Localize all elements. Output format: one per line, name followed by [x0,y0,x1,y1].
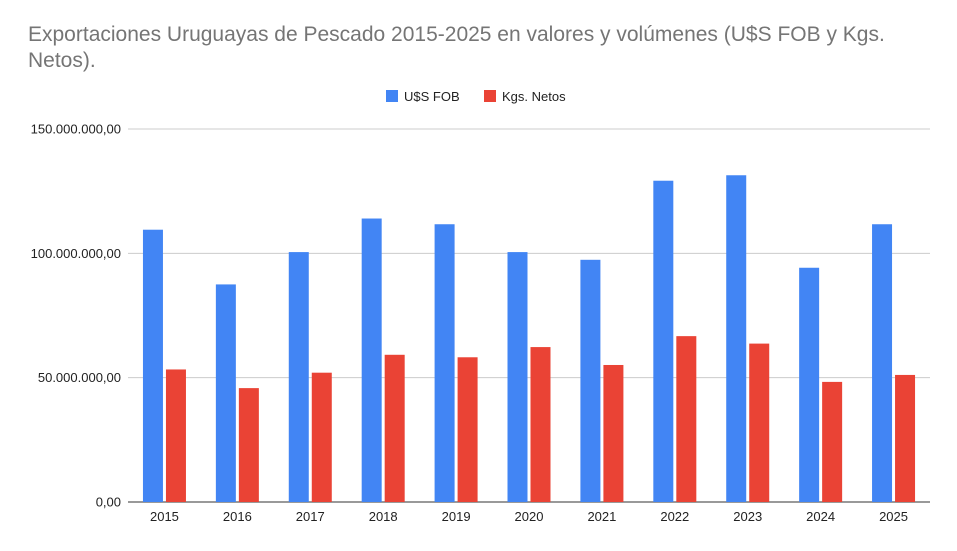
x-tick-label: 2016 [223,509,252,524]
bar-kgs-netos-2020 [530,347,551,502]
x-tick-label: 2020 [515,509,544,524]
bars [142,175,916,503]
bar-kgs-netos-2022 [676,336,697,502]
bar-kgs-netos-2023 [749,343,770,502]
bar-usd-fob-2019 [434,224,455,503]
x-tick-label: 2024 [806,509,835,524]
x-tick-label: 2025 [879,509,908,524]
bar-usd-fob-2022 [653,180,674,503]
axes: 0,00 50.000.000,00 100.000.000,00 150.000.0… [31,122,908,525]
bar-usd-fob-2015 [142,229,163,502]
bar-kgs-netos-2016 [238,388,259,502]
bar-usd-fob-2023 [726,175,747,502]
x-tick-label: 2022 [660,509,689,524]
bar-kgs-netos-2019 [457,357,478,502]
x-tick-label: 2021 [587,509,616,524]
y-tick-label: 50.000.000,00 [38,370,121,385]
y-tick-label: 0,00 [96,495,121,510]
bar-usd-fob-2025 [872,224,893,503]
x-tick-label: 2019 [442,509,471,524]
x-tick-label: 2017 [296,509,325,524]
legend-label-kgs-netos: Kgs. Netos [502,89,566,104]
bar-usd-fob-2021 [580,259,601,502]
gridlines [128,128,930,503]
bar-kgs-netos-2021 [603,364,624,502]
y-tick-label: 100.000.000,00 [31,246,121,261]
bar-usd-fob-2024 [799,267,820,502]
chart-title: Exportaciones Uruguayas de Pescado 2015-… [28,23,885,72]
bar-kgs-netos-2015 [165,369,186,502]
bar-usd-fob-2020 [507,252,528,502]
legend: U$S FOB Kgs. Netos [386,89,566,104]
x-tick-label: 2023 [733,509,762,524]
y-tick-label: 150.000.000,00 [31,122,121,137]
bar-kgs-netos-2024 [822,381,843,502]
bar-usd-fob-2018 [361,218,382,502]
bar-kgs-netos-2025 [895,374,916,502]
legend-swatch-kgs-netos [484,90,496,102]
bar-kgs-netos-2017 [311,372,332,502]
x-tick-label: 2015 [150,509,179,524]
legend-swatch-usd-fob [386,90,398,102]
bar-kgs-netos-2018 [384,354,405,502]
bar-usd-fob-2017 [288,252,309,502]
x-tick-label: 2018 [369,509,398,524]
bar-usd-fob-2016 [215,284,236,502]
legend-label-usd-fob: U$S FOB [404,89,460,104]
